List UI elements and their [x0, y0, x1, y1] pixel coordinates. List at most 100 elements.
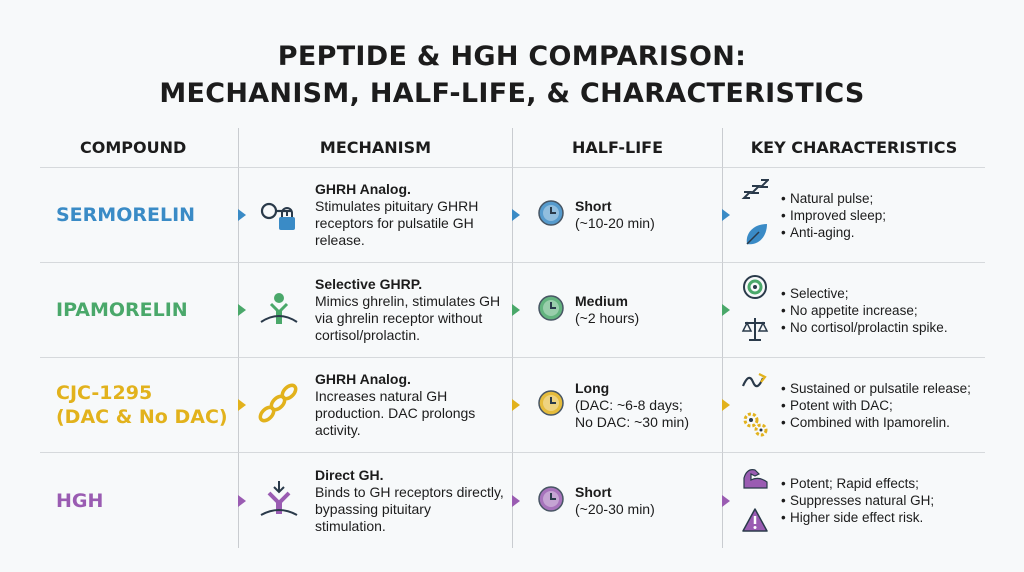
title: PEPTIDE & HGH COMPARISON: MECHANISM, HAL…: [0, 38, 1024, 112]
characteristic-icon-svg: [743, 468, 768, 489]
characteristics-list: Sustained or pulsatile release;Potent wi…: [781, 380, 981, 431]
mechanism-cell: Direct GH. Binds to GH receptors directly…: [238, 453, 512, 548]
mechanism-icon: [257, 193, 301, 237]
mechanism-description: Increases natural GH production. DAC pro…: [315, 388, 476, 438]
mechanism-description: Mimics ghrelin, stimulates GH via ghreli…: [315, 293, 501, 343]
compound-name: (DAC & No DAC): [56, 406, 228, 428]
characteristic-icon-svg: [741, 318, 769, 341]
mechanism-icon: [257, 383, 301, 427]
mechanism-text: GHRH Analog. Stimulates pituitary GHRH re…: [315, 181, 505, 249]
mechanism-title: Selective GHRP.: [315, 276, 423, 292]
row-arrow: [512, 494, 520, 507]
characteristic-icon-svg: [743, 275, 767, 299]
mechanism-text: GHRH Analog. Increases natural GH product…: [315, 371, 505, 439]
compound-cell: HGH: [40, 453, 238, 548]
column-header: COMPOUND: [40, 128, 238, 168]
characteristic: Combined with Ipamorelin.: [781, 414, 981, 431]
clock-icon-svg: [538, 295, 564, 321]
clock-icon: [537, 485, 565, 517]
characteristic: Higher side effect risk.: [781, 509, 981, 526]
mechanism-text: Selective GHRP. Mimics ghrelin, stimulate…: [315, 276, 505, 344]
half-life-text: Medium (~2 hours): [575, 293, 700, 327]
title-line: PEPTIDE & HGH COMPARISON:: [277, 41, 747, 72]
row-arrow: [238, 209, 246, 221]
mechanism-title: GHRH Analog.: [315, 371, 411, 387]
characteristic-icon: [741, 464, 769, 496]
compound-cell: SERMORELIN: [40, 168, 238, 263]
characteristic-icon-svg: [742, 507, 768, 532]
characteristics-cell: Sustained or pulsatile release;Potent wi…: [722, 358, 985, 453]
half-life-text: Short (~20-30 min): [575, 484, 700, 518]
mechanism-cell: GHRH Analog. Increases natural GH product…: [238, 358, 512, 453]
characteristic-icon-svg: [743, 412, 768, 437]
characteristics-list: Potent; Rapid effects;Suppresses natural…: [781, 475, 981, 526]
characteristic-icon: [741, 506, 769, 538]
column-header: KEY CHARACTERISTICS: [722, 128, 985, 168]
half-life-detail: (~20-30 min): [575, 500, 655, 517]
characteristic-icon: [741, 315, 769, 347]
characteristic: Anti-aging.: [781, 224, 981, 241]
characteristic: No appetite increase;: [781, 302, 981, 319]
column-header: HALF-LIFE: [512, 128, 722, 168]
half-life-text: Long (DAC: ~6-8 days; No DAC: ~30 min): [575, 380, 700, 431]
characteristic: Suppresses natural GH;: [781, 492, 981, 509]
row-arrow: [722, 399, 730, 411]
row-arrow: [722, 494, 730, 507]
mechanism-icon: [257, 479, 301, 523]
half-life-text: Short (~10-20 min): [575, 198, 700, 232]
comparison-table: COMPOUND MECHANISM HALF-LIFE KEY CHARACTERI…: [40, 128, 985, 548]
half-life-title: Long: [575, 379, 610, 396]
half-life-cell: Short (~20-30 min): [512, 453, 722, 548]
characteristic-icon-svg: [746, 224, 767, 245]
mechanism-cell: GHRH Analog. Stimulates pituitary GHRH re…: [238, 168, 512, 263]
clock-icon: [537, 389, 565, 421]
row-arrow: [722, 209, 730, 221]
characteristics-list: Natural pulse;Improved sleep;Anti-aging.: [781, 190, 981, 241]
characteristic: Sustained or pulsatile release;: [781, 380, 981, 397]
characteristic-icons: [741, 368, 769, 442]
row-arrow: [722, 304, 730, 316]
compound-name: IPAMORELIN: [56, 299, 188, 321]
compound-name: SERMORELIN: [56, 204, 196, 226]
column-header: MECHANISM: [238, 128, 512, 168]
clock-icon-svg: [538, 200, 564, 226]
compound-cell: IPAMORELIN: [40, 263, 238, 358]
compound-name: HGH: [56, 489, 104, 512]
compound-name: CJC-1295: [56, 382, 153, 404]
characteristic-icon: [741, 178, 771, 210]
mechanism-description: Binds to GH receptors directly, bypassin…: [315, 483, 504, 534]
mechanism-cell: Selective GHRP. Mimics ghrelin, stimulate…: [238, 263, 512, 358]
characteristic-icon: [741, 368, 769, 400]
mechanism-icon: [257, 288, 301, 332]
row-arrow: [238, 399, 246, 411]
characteristic-icons: [741, 178, 771, 252]
compound-cell: CJC-1295 (DAC & No DAC): [40, 358, 238, 453]
characteristic: No cortisol/prolactin spike.: [781, 319, 981, 336]
characteristics-list: Selective;No appetite increase;No cortis…: [781, 285, 981, 336]
characteristic: Potent; Rapid effects;: [781, 475, 981, 492]
row-arrow: [512, 209, 520, 221]
mechanism-icon-svg: [260, 202, 295, 230]
half-life-cell: Medium (~2 hours): [512, 263, 722, 358]
characteristics-cell: Potent; Rapid effects;Suppresses natural…: [722, 453, 985, 548]
clock-icon-svg: [538, 485, 564, 512]
clock-icon-svg: [538, 390, 564, 416]
half-life-detail: (DAC: ~6-8 days; No DAC: ~30 min): [575, 396, 689, 430]
characteristic-icon-svg: [741, 179, 771, 199]
row-arrow: [512, 399, 520, 411]
row-arrow: [512, 304, 520, 316]
half-life-detail: (~2 hours): [575, 310, 640, 326]
characteristic-icons: [741, 273, 769, 347]
mechanism-icon-svg: [258, 383, 298, 423]
mechanism-icon-svg: [260, 480, 298, 516]
characteristic: Selective;: [781, 285, 981, 302]
mechanism-description: Stimulates pituitary GHRH receptors for …: [315, 198, 479, 248]
characteristic-icon: [741, 220, 769, 252]
mechanism-text: Direct GH. Binds to GH receptors directly…: [315, 467, 505, 535]
characteristic: Potent with DAC;: [781, 397, 981, 414]
half-life-cell: Long (DAC: ~6-8 days; No DAC: ~30 min): [512, 358, 722, 453]
characteristic: Improved sleep;: [781, 207, 981, 224]
half-life-title: Short: [575, 483, 612, 500]
characteristic-icon: [741, 410, 769, 442]
